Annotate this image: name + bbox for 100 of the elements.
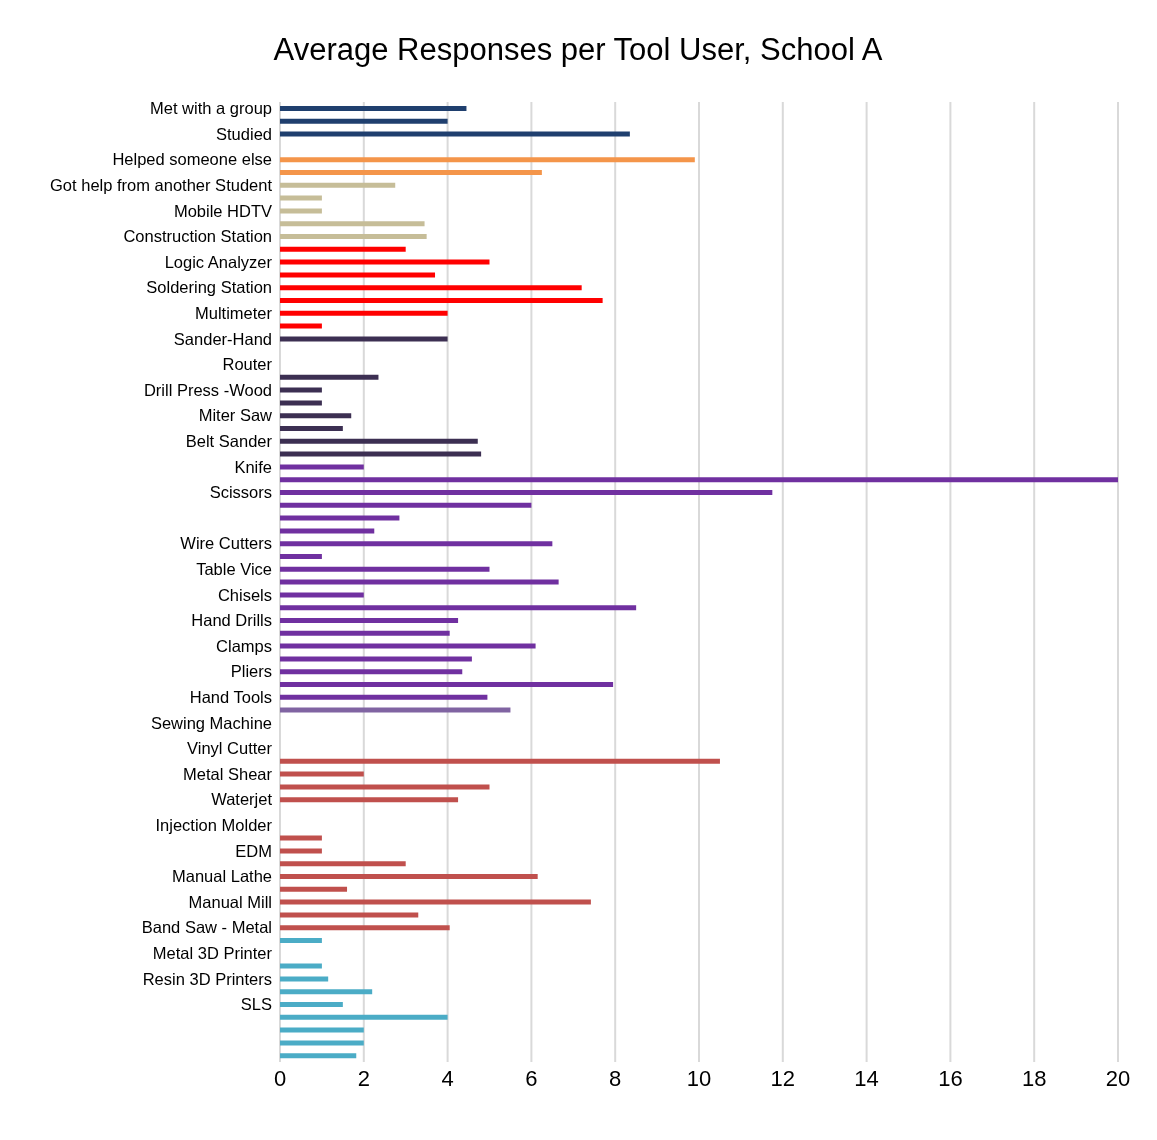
bar — [280, 566, 490, 572]
y-tick-label: Drill Press -Wood — [143, 380, 272, 399]
bar — [280, 1002, 343, 1007]
y-tick-label: SLS — [240, 995, 272, 1014]
bar — [280, 272, 436, 278]
y-tick-label: Resin 3D Printers — [142, 969, 272, 988]
bar — [280, 490, 773, 495]
bar — [280, 426, 343, 431]
bar — [280, 464, 364, 470]
bar — [280, 554, 322, 559]
bar — [280, 963, 322, 969]
y-tick-label: Belt Sander — [185, 432, 273, 451]
x-tick-label: 16 — [938, 1065, 963, 1091]
x-tick-label: 0 — [273, 1065, 287, 1091]
bar — [280, 118, 448, 124]
bar — [280, 234, 427, 239]
bar — [280, 298, 603, 303]
y-tick-label: Scissors — [209, 483, 272, 502]
y-tick-label: Table Vice — [196, 560, 272, 579]
bar — [280, 413, 352, 419]
bar — [280, 874, 538, 879]
bar — [280, 310, 448, 316]
bar — [280, 592, 364, 598]
y-tick-label: Waterjet — [211, 790, 273, 809]
y-tick-label: Helped someone else — [112, 150, 272, 169]
x-tick-label: 12 — [770, 1065, 796, 1091]
y-tick-label: Miter Saw — [198, 406, 273, 425]
bar — [280, 938, 322, 943]
y-tick-label: Band Saw - Metal — [141, 918, 272, 937]
x-tick-label: 20 — [1105, 1065, 1131, 1091]
bar — [280, 976, 329, 982]
bar — [280, 131, 630, 137]
bar — [280, 1040, 364, 1046]
bar — [280, 170, 542, 175]
bar — [280, 259, 490, 265]
y-tick-label: Clamps — [216, 636, 272, 655]
y-tick-label: Router — [222, 355, 273, 374]
y-tick-label: Met with a group — [150, 99, 272, 118]
y-tick-label: Metal 3D Printer — [152, 944, 273, 963]
y-tick-label: EDM — [235, 841, 272, 860]
y-tick-label: Mobile HDTV — [173, 201, 272, 220]
bar — [280, 989, 373, 995]
y-tick-label: Vinyl Cutter — [187, 739, 273, 758]
y-tick-label: Sander-Hand — [173, 329, 272, 348]
y-tick-label: Pliers — [230, 662, 272, 681]
bar — [280, 374, 379, 380]
bar — [280, 618, 459, 623]
x-tick-label: 4 — [441, 1065, 454, 1091]
bar — [280, 694, 488, 700]
y-tick-label: Got help from another Student — [50, 176, 273, 195]
y-tick-label: Metal Shear — [183, 764, 273, 783]
y-tick-label: Hand Tools — [189, 688, 272, 707]
bar — [280, 195, 322, 201]
bar — [280, 208, 322, 214]
bar — [280, 451, 482, 457]
bar — [280, 925, 450, 931]
y-tick-label: Soldering Station — [146, 278, 272, 297]
bar — [280, 682, 614, 687]
x-tick-label: 2 — [357, 1065, 370, 1091]
bar — [280, 605, 637, 611]
y-tick-label: Knife — [234, 457, 272, 476]
x-tick-label: 6 — [525, 1065, 538, 1091]
bar — [280, 477, 1118, 483]
bar — [280, 797, 459, 803]
bar — [280, 669, 463, 675]
bar — [280, 515, 400, 521]
bar — [280, 336, 448, 342]
bar — [280, 707, 511, 713]
bar — [280, 323, 322, 329]
bar — [280, 656, 472, 662]
y-tick-label: Manual Mill — [188, 892, 272, 911]
bar — [280, 758, 720, 764]
bar — [280, 106, 467, 111]
bar — [280, 182, 396, 188]
y-tick-label: Sewing Machine — [150, 713, 272, 732]
chart-title: Average Responses per Tool User, School A — [272, 31, 884, 69]
bar — [280, 1014, 448, 1020]
bar — [280, 246, 406, 252]
bar — [280, 848, 322, 854]
y-tick-label: Studied — [216, 124, 272, 143]
x-tick-label: 14 — [854, 1065, 879, 1091]
y-tick-label: Hand Drills — [191, 611, 272, 630]
bar — [280, 1027, 364, 1033]
bar — [280, 221, 425, 227]
bar — [280, 784, 490, 790]
bar — [280, 387, 322, 393]
bar — [280, 886, 348, 892]
x-tick-label: 8 — [609, 1065, 622, 1091]
y-tick-label: Multimeter — [194, 304, 273, 323]
y-tick-label: Chisels — [217, 585, 272, 604]
y-tick-label: Wire Cutters — [180, 534, 272, 553]
bar — [280, 528, 375, 534]
x-tick-label: 18 — [1021, 1065, 1047, 1091]
bar — [280, 643, 536, 649]
bar — [280, 285, 582, 291]
bar — [280, 541, 553, 547]
y-tick-label: Logic Analyzer — [164, 252, 273, 271]
bar — [280, 771, 364, 777]
bar — [280, 835, 322, 841]
y-tick-label: Manual Lathe — [172, 867, 272, 886]
